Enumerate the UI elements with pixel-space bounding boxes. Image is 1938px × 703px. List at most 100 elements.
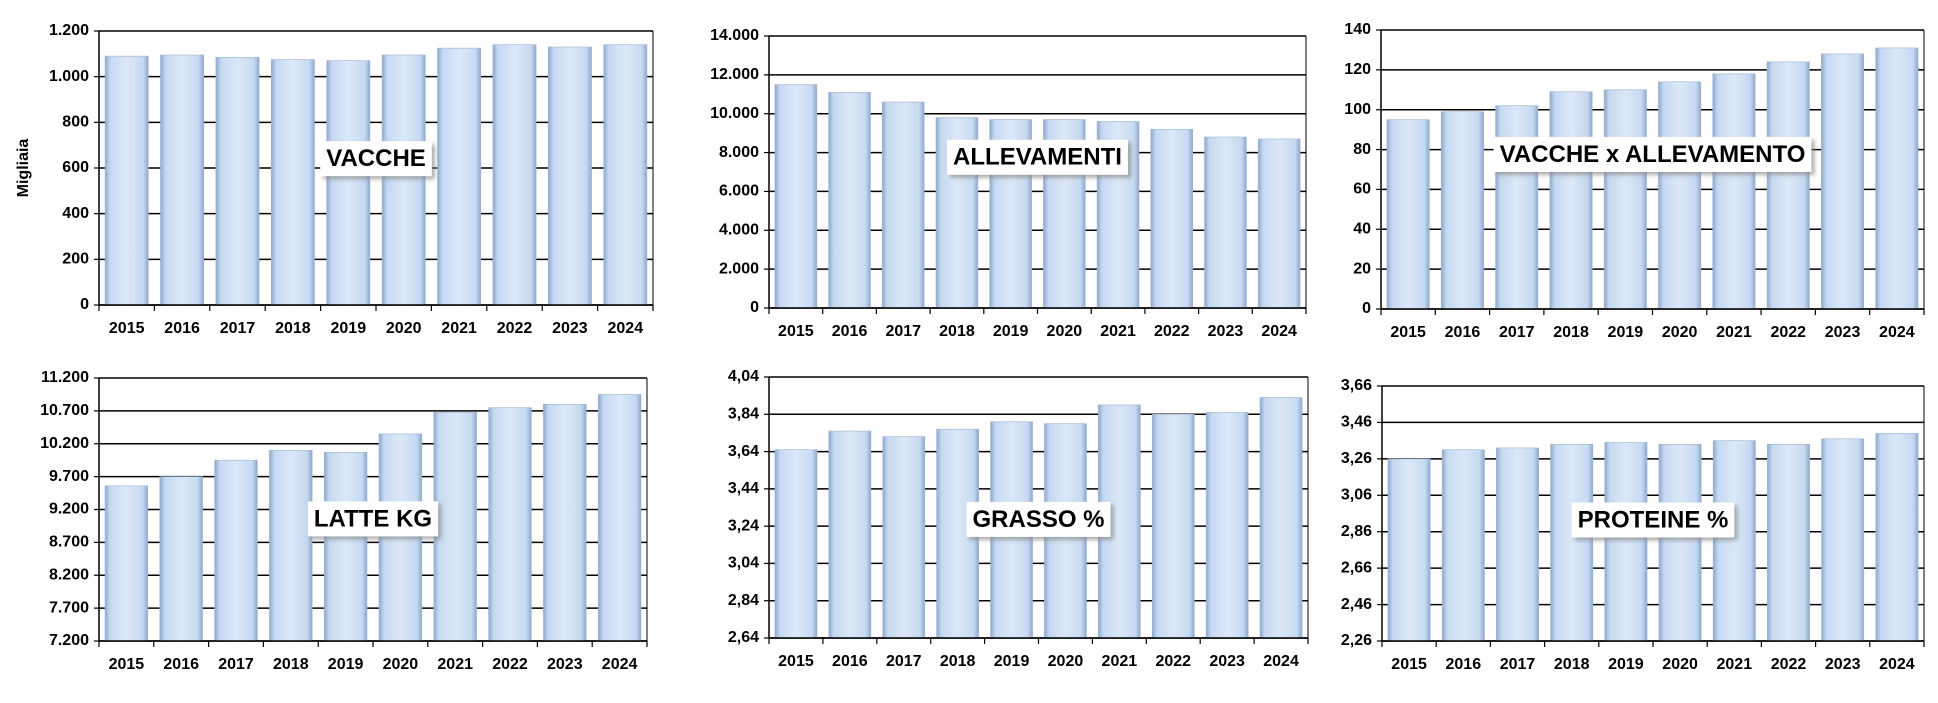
bar	[597, 394, 642, 642]
chart-panel: 2,26 2,46 2,66 2,86 3,06 3,26 3,46 3,66 2015 2016…	[1341, 377, 1925, 673]
x-tick-label: 2023	[552, 320, 588, 337]
bar	[1821, 438, 1865, 642]
bar	[603, 44, 648, 306]
bar	[159, 476, 203, 642]
bar	[1658, 81, 1702, 310]
x-tick-label: 2018	[939, 323, 975, 340]
bar	[1604, 442, 1648, 642]
y-tick-label: 3,44	[728, 480, 759, 497]
x-tick-label: 2022	[497, 320, 533, 337]
x-tick-label: 2020	[1047, 323, 1083, 340]
bar	[1875, 433, 1919, 642]
bar	[160, 54, 205, 306]
bar	[828, 430, 872, 639]
x-tick-label: 2020	[383, 656, 419, 673]
x-tick-label: 2024	[1261, 323, 1297, 340]
y-tick-label: 600	[62, 159, 89, 176]
bar	[828, 92, 871, 309]
y-tick-label: 0	[750, 299, 759, 316]
x-tick-label: 2016	[832, 653, 868, 670]
y-tick-label: 9.700	[49, 468, 89, 485]
x-tick-label: 2018	[275, 320, 311, 337]
chart-panel: 7.200 7.700 8.200 8.700 9.200 9.700 10.200 10.7…	[40, 369, 648, 673]
y-tick-label: 60	[1353, 181, 1371, 198]
x-tick-label: 2018	[1554, 656, 1590, 673]
x-tick-label: 2015	[778, 653, 814, 670]
x-tick-label: 2020	[386, 320, 422, 337]
annotation-box	[1571, 502, 1735, 538]
x-tick-label: 2019	[1608, 656, 1644, 673]
y-tick-label: 2.000	[719, 260, 759, 277]
x-tick-label: 2021	[437, 656, 473, 673]
bar	[1386, 119, 1430, 310]
x-tick-label: 2019	[993, 323, 1029, 340]
bar	[492, 44, 537, 306]
y-tick-label: 3,26	[1341, 450, 1372, 467]
x-tick-label: 2023	[1208, 323, 1244, 340]
y-tick-label: 2,84	[728, 592, 759, 609]
y-tick-label: 80	[1353, 141, 1371, 158]
bar	[1712, 440, 1756, 642]
x-tick-label: 2021	[1716, 324, 1752, 341]
x-tick-label: 2016	[164, 320, 200, 337]
bar	[1441, 449, 1485, 642]
y-tick-label: 3,64	[728, 443, 759, 460]
bar	[1204, 136, 1247, 309]
y-tick-label: 1.200	[49, 22, 89, 39]
y-tick-label: 4.000	[719, 222, 759, 239]
x-tick-label: 2023	[1209, 653, 1245, 670]
x-tick-label: 2018	[940, 653, 976, 670]
x-tick-label: 2018	[1553, 324, 1589, 341]
x-tick-label: 2016	[1446, 656, 1482, 673]
x-tick-label: 2023	[1825, 324, 1861, 341]
annotation: LATTE KG	[314, 505, 432, 532]
y-tick-label: 3,06	[1341, 487, 1372, 504]
x-tick-label: 2018	[273, 656, 309, 673]
y-tick-label: 3,04	[728, 555, 759, 572]
bar	[269, 450, 313, 642]
x-tick-label: 2016	[832, 323, 868, 340]
y-tick-label: 11.200	[41, 369, 89, 386]
bar	[1767, 443, 1810, 642]
annotation-box	[966, 501, 1111, 537]
x-tick-label: 2022	[1770, 324, 1806, 341]
bar	[774, 449, 818, 639]
x-tick-label: 2024	[608, 320, 644, 337]
y-tick-label: 3,84	[728, 406, 759, 423]
x-tick-label: 2021	[1100, 323, 1136, 340]
chart-panel: 0 200 400 600 800 1.000 1.200 2015 2016 2017 2018 2…	[15, 22, 654, 337]
bar	[381, 54, 426, 306]
x-tick-label: 2024	[1879, 324, 1915, 341]
y-tick-label: 800	[62, 114, 89, 131]
y-axis-label: Migliaia	[15, 139, 32, 198]
y-tick-label: 2,66	[1341, 559, 1372, 576]
x-tick-label: 2022	[1155, 653, 1191, 670]
bar	[1495, 105, 1539, 310]
bar	[543, 403, 587, 642]
y-tick-label: 140	[1344, 21, 1371, 38]
x-tick-label: 2021	[1717, 656, 1753, 673]
y-tick-label: 3,46	[1341, 414, 1372, 431]
x-tick-label: 2015	[109, 656, 145, 673]
annotation-box	[1493, 136, 1812, 172]
bar	[1549, 91, 1593, 310]
bar	[433, 411, 477, 642]
bar	[1259, 397, 1303, 639]
x-tick-label: 2019	[331, 320, 367, 337]
x-tick-label: 2019	[1608, 324, 1644, 341]
annotation-box	[947, 139, 1128, 175]
x-tick-label: 2017	[220, 320, 256, 337]
bar	[326, 60, 371, 306]
annotation: ALLEVAMENTI	[953, 144, 1122, 171]
y-tick-label: 3,66	[1341, 377, 1372, 394]
annotation-box	[307, 501, 439, 537]
bar	[215, 56, 260, 306]
bar	[488, 407, 532, 642]
y-tick-label: 9.200	[49, 501, 89, 518]
x-tick-label: 2017	[1499, 324, 1535, 341]
y-tick-label: 6.000	[719, 183, 759, 200]
annotation: VACCHE x ALLEVAMENTO	[1500, 141, 1806, 168]
x-tick-label: 2019	[994, 653, 1030, 670]
chart-panel: 0 2.000 4.000 6.000 8.000 10.000 12.000 14.000 2…	[710, 27, 1307, 340]
